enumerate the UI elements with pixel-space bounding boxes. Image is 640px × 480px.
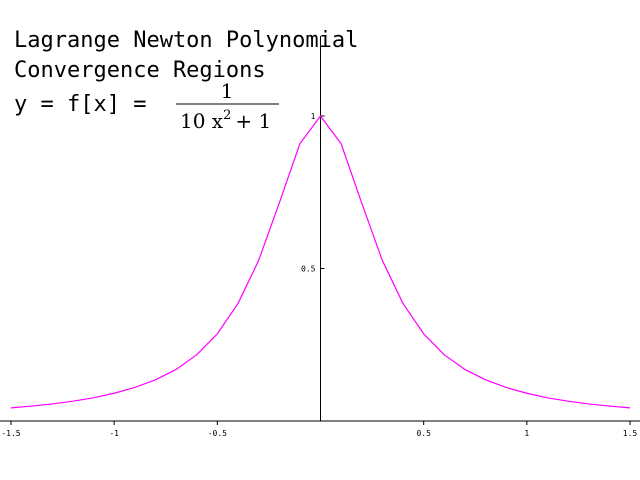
x-tick-label: -0.5: [208, 429, 227, 438]
formula: y = f[x] = 1 10 x2 + 1: [14, 79, 279, 133]
formula-numerator: 1: [221, 79, 234, 103]
formula-denominator: 10 x2 + 1: [180, 108, 271, 133]
y-tick-label: 1: [311, 112, 316, 121]
x-tick-label: -1: [109, 429, 119, 438]
formula-denominator-tail: + 1: [235, 109, 271, 133]
x-tick-label: -1.5: [1, 429, 20, 438]
chart-title: Lagrange Newton Polynomial Convergence R…: [14, 28, 358, 83]
axes: [0, 36, 640, 422]
formula-denominator-exponent: 2: [223, 108, 231, 123]
x-tick-label: 1.5: [623, 429, 638, 438]
series: [10, 115, 631, 409]
x-tick-label: 1: [524, 429, 529, 438]
formula-lhs: y = f[x] =: [14, 92, 146, 117]
ticks: -1.5 -1 -0.5 0.5 1 1.5 0.5 1: [1, 112, 637, 438]
series-line-0: [10, 115, 631, 409]
x-tick-label: 0.5: [416, 429, 431, 438]
chart-title-line-1: Lagrange Newton Polynomial: [14, 28, 358, 53]
chart-title-line-2: Convergence Regions: [14, 58, 266, 83]
y-tick-label: 0.5: [301, 265, 316, 274]
formula-denominator-base: 10 x: [180, 109, 224, 133]
